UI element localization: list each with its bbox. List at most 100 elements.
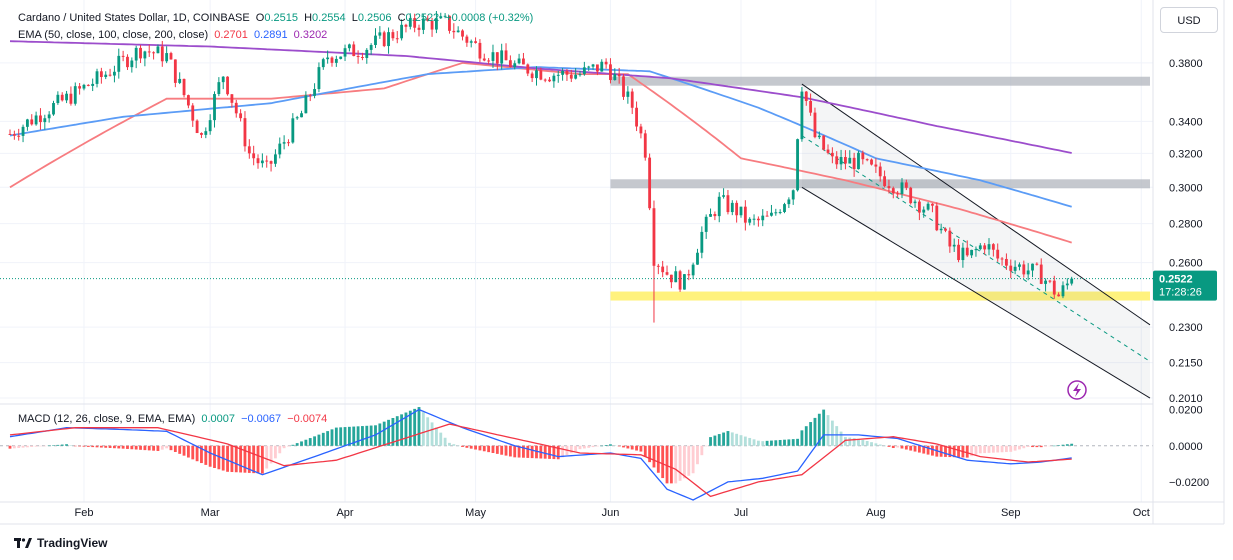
candle-body xyxy=(191,105,195,121)
macd-histogram-bar xyxy=(487,445,491,453)
macd-histogram-bar xyxy=(896,445,900,448)
candle-body xyxy=(656,265,660,267)
candle-body xyxy=(878,166,882,177)
candle-body xyxy=(461,30,464,37)
candle-body xyxy=(287,142,290,144)
candle-body xyxy=(926,203,930,210)
candle-body xyxy=(739,206,743,216)
macd-histogram-bar xyxy=(552,445,556,460)
candle-body xyxy=(822,135,826,150)
macd-histogram-bar xyxy=(639,445,643,452)
candle-body xyxy=(765,215,769,217)
candle-body xyxy=(526,64,530,74)
macd-histogram-bar xyxy=(448,442,451,446)
candle-body xyxy=(595,64,599,72)
candle-body xyxy=(809,100,813,113)
macd-histogram-bar xyxy=(1026,445,1030,448)
macd-histogram-bar xyxy=(256,445,260,474)
macd-histogram-bar xyxy=(656,445,660,473)
macd-histogram-bar xyxy=(817,413,821,446)
macd-histogram-bar xyxy=(300,441,303,446)
macd-histogram-bar xyxy=(39,445,42,447)
candle-body xyxy=(909,187,913,204)
macd-histogram-bar xyxy=(91,445,95,448)
macd-histogram-bar xyxy=(21,445,25,448)
macd-histogram-bar xyxy=(717,434,721,446)
macd-histogram-bar xyxy=(234,445,238,473)
macd-histogram-bar xyxy=(69,445,73,446)
macd-histogram-bar xyxy=(243,445,247,473)
macd-histogram-bar xyxy=(878,444,882,446)
candle-body xyxy=(160,46,164,62)
macd-histogram-bar xyxy=(952,445,956,458)
macd-histogram-bar xyxy=(722,432,726,446)
macd-histogram-bar xyxy=(926,445,930,455)
candle-body xyxy=(1009,265,1013,271)
candle-body xyxy=(756,218,760,221)
macd-histogram-bar xyxy=(726,431,730,446)
lightning-icon[interactable] xyxy=(1067,380,1087,400)
candle-body xyxy=(522,58,525,65)
candle-body xyxy=(556,74,560,76)
macd-histogram-bar xyxy=(313,436,316,446)
currency-button[interactable]: USD xyxy=(1160,7,1218,33)
candle-body xyxy=(683,274,686,290)
macd-histogram-bar xyxy=(213,445,216,469)
candle-body xyxy=(500,50,504,64)
candle-body xyxy=(891,188,895,194)
candle-body xyxy=(591,64,595,67)
candle-body xyxy=(300,113,303,118)
candle-body xyxy=(443,15,447,17)
macd-histogram-bar xyxy=(500,445,504,455)
macd-histogram-bar xyxy=(748,437,752,446)
macd-histogram-bar xyxy=(756,440,760,446)
ema100-value: 0.2891 xyxy=(253,29,288,41)
candle-body xyxy=(1057,294,1061,297)
candle-body xyxy=(530,73,534,79)
macd-histogram-bar xyxy=(991,445,995,453)
open-value: 0.2515 xyxy=(264,12,298,24)
candle-body xyxy=(804,91,808,101)
ema-label[interactable]: EMA (50, close, 100, close, 200, close) xyxy=(18,29,209,41)
macd-histogram-bar xyxy=(661,445,665,479)
macd-histogram-bar xyxy=(169,445,173,451)
candle-body xyxy=(713,214,717,217)
descending-channel xyxy=(801,83,1151,399)
macd-histogram-bar xyxy=(474,445,477,450)
macd-histogram-bar xyxy=(987,445,991,453)
candle-body xyxy=(374,35,377,46)
macd-label[interactable]: MACD (12, 26, close, 9, EMA, EMA) xyxy=(18,413,196,425)
candle-body xyxy=(291,118,295,143)
symbol-title[interactable]: Cardano / United States Dollar, 1D, COIN… xyxy=(18,12,250,24)
candle-body xyxy=(147,51,151,53)
candle-body xyxy=(182,78,186,96)
macd-histogram-bar xyxy=(117,445,121,449)
candle-body xyxy=(73,86,77,104)
candle-body xyxy=(347,44,351,49)
macd-histogram-bar xyxy=(25,445,29,448)
macd-histogram-bar xyxy=(730,432,734,446)
macd-histogram-bar xyxy=(226,445,229,472)
macd-histogram-bar xyxy=(826,415,830,446)
candle-body xyxy=(826,149,830,153)
candle-body xyxy=(361,56,364,58)
candle-body xyxy=(957,244,960,261)
macd-histogram-bar xyxy=(295,443,299,446)
macd-histogram-bar xyxy=(1035,445,1039,448)
candle-body xyxy=(30,119,34,125)
candle-body xyxy=(260,160,264,164)
macd-histogram-bar xyxy=(691,445,695,474)
candle-body xyxy=(704,216,708,232)
candle-body xyxy=(552,75,556,82)
macd-histogram-bar xyxy=(65,444,68,446)
macd-histogram-bar xyxy=(452,444,456,446)
candle-body xyxy=(900,182,904,194)
candle-body xyxy=(126,56,129,68)
candle-body xyxy=(117,55,121,72)
macd-histogram-bar xyxy=(343,427,347,446)
macd-histogram-bar xyxy=(78,445,82,447)
candle-body xyxy=(452,30,456,33)
candle-body xyxy=(478,42,482,59)
